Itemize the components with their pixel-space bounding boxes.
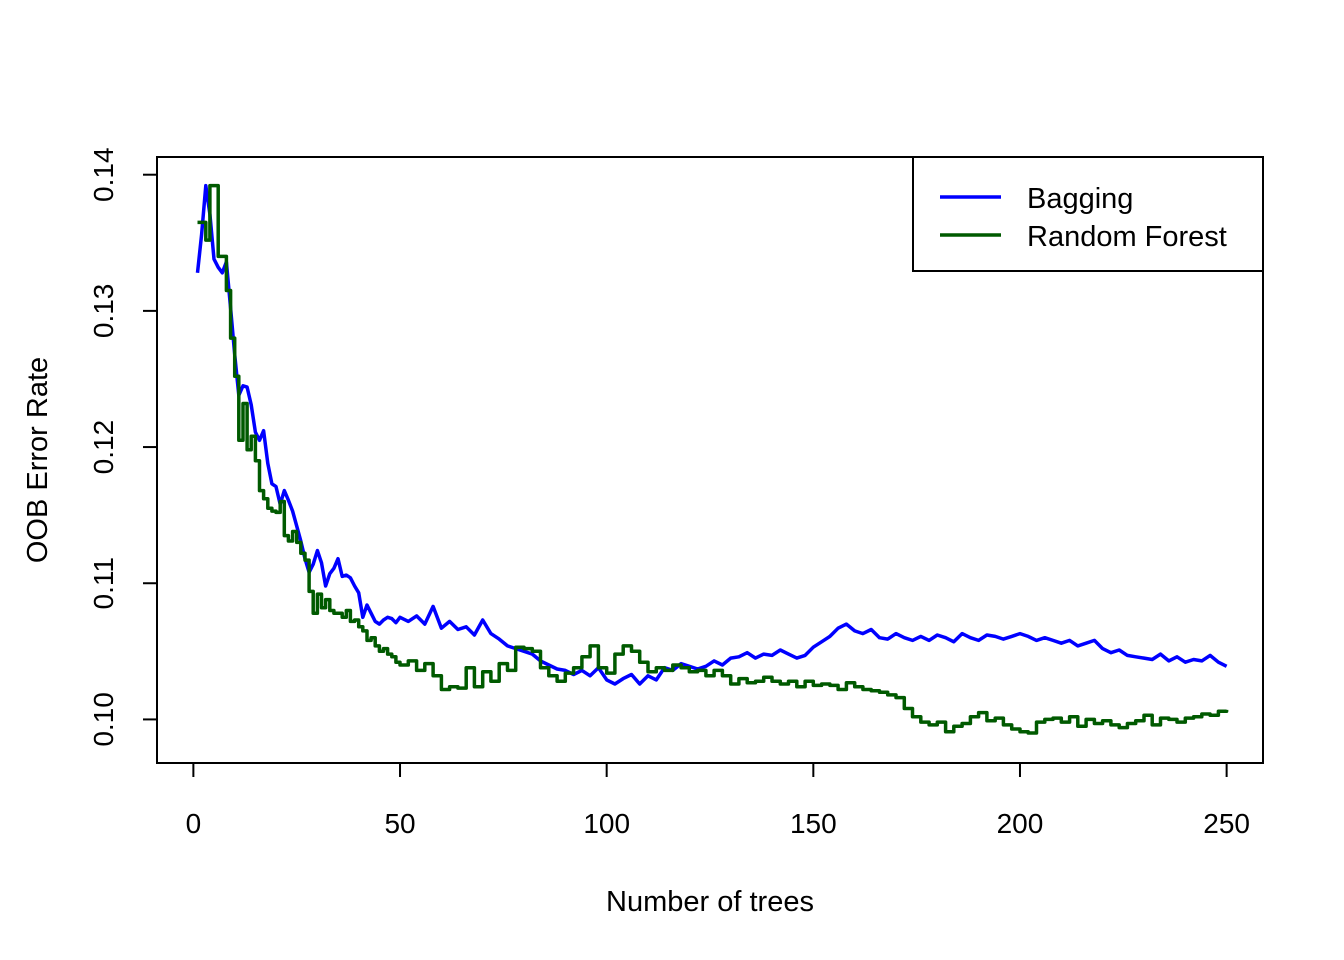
x-tick-label: 0 <box>186 808 202 839</box>
series-layer <box>195 183 1229 735</box>
x-tick-label: 100 <box>583 808 630 839</box>
x-axis-title: Number of trees <box>606 886 814 918</box>
x-tick-label: 150 <box>790 808 837 839</box>
x-tick-label: 50 <box>384 808 415 839</box>
y-tick-label: 0.12 <box>88 420 119 475</box>
y-axis-title: OOB Error Rate <box>22 357 54 563</box>
y-tick-label: 0.14 <box>88 147 119 202</box>
series-line-random-forest <box>197 183 1229 735</box>
y-tick-label: 0.13 <box>88 284 119 339</box>
legend-label-random-forest: Random Forest <box>1027 221 1227 253</box>
x-tick-label: 250 <box>1203 808 1250 839</box>
legend-box <box>912 156 1264 272</box>
legend: Bagging Random Forest <box>912 156 1264 272</box>
y-axis: 0.10 0.11 0.12 0.13 0.14 <box>88 147 158 747</box>
legend-label-bagging: Bagging <box>1027 183 1133 215</box>
x-axis: 0 50 100 150 200 250 <box>186 762 1250 839</box>
series-line-bagging <box>195 183 1228 686</box>
y-tick-label: 0.11 <box>88 557 119 609</box>
y-tick-label: 0.10 <box>88 692 119 747</box>
x-tick-label: 200 <box>997 808 1044 839</box>
